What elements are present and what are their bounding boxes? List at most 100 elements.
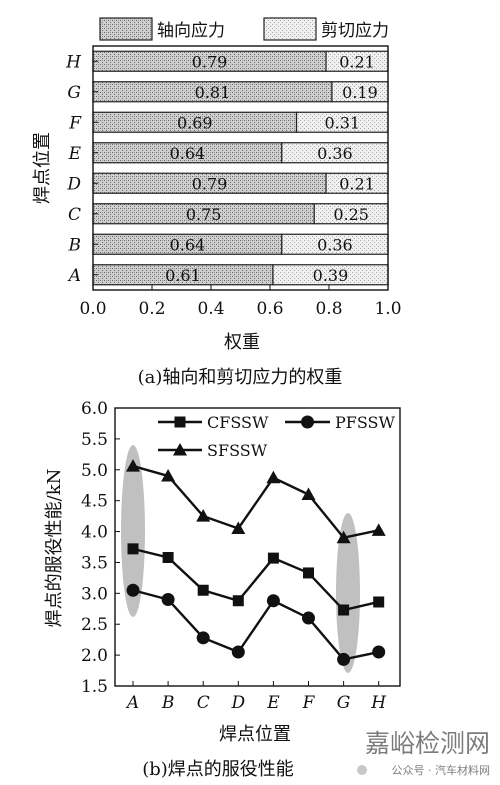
bar-value-label: 0.21 (339, 52, 375, 71)
y-tick-label: G (67, 83, 81, 103)
plot-frame (92, 45, 389, 291)
wechat-icon (357, 765, 367, 775)
x-tick-label: 1.0 (374, 299, 401, 319)
series-line-cfssw (132, 547, 379, 612)
bar-value-label: 0.36 (317, 144, 353, 163)
data-point-pfssw (126, 583, 140, 597)
highlight-ellipse-a (121, 445, 145, 617)
series-line-sfssw (132, 464, 379, 540)
bar-value-label: 0.19 (342, 83, 378, 102)
data-point-pfssw (231, 645, 245, 659)
x-tick-label: E (266, 693, 280, 713)
data-point-pfssw (372, 645, 386, 659)
stacked-bar-chart: 轴向应力 剪切应力 0.61 0.39 0.64 0.36 0.75 0.25 0.79 0.2… (32, 17, 402, 388)
y-tick-label: H (65, 52, 82, 72)
data-point-pfssw (302, 611, 315, 625)
bar-value-label: 0.39 (313, 266, 349, 285)
bar-value-label: 0.64 (170, 144, 206, 163)
data-point-sfssw (161, 468, 176, 482)
y-tick-label: 2.5 (81, 615, 108, 635)
x-tick-label: C (197, 693, 210, 713)
y-tick-label: 6.0 (81, 399, 108, 419)
legend-swatch (263, 17, 317, 41)
legend-swatch (99, 17, 153, 41)
y-tick-label: F (68, 113, 82, 133)
bar-value-label: 0.64 (170, 235, 206, 254)
bar-value-label: 0.69 (177, 113, 213, 132)
data-point-cfssw (127, 543, 139, 555)
x-tick-label: H (370, 693, 387, 713)
data-point-sfssw (266, 470, 281, 484)
data-point-pfssw (337, 652, 351, 666)
legend-marker (301, 415, 314, 429)
x-tick-label: 0.8 (315, 299, 342, 319)
data-point-pfssw (161, 593, 175, 607)
x-axis-label: 焊点位置 (219, 724, 291, 745)
legend-label: SFSSW (207, 441, 268, 460)
data-point-cfssw (162, 552, 174, 564)
x-tick-label: D (230, 693, 245, 713)
data-point-cfssw (303, 567, 314, 579)
watermark: 嘉峪检测网 公众号 · 汽车材料网 (357, 729, 490, 777)
y-tick-label: 3.5 (81, 553, 108, 573)
legend-label: CFSSW (207, 413, 269, 432)
bar-value-label: 0.21 (339, 174, 375, 193)
chart-caption: (a)轴向和剪切应力的权重 (138, 367, 343, 388)
y-tick-label: 4.5 (81, 492, 108, 512)
legend-marker (173, 443, 187, 456)
legend-marker (174, 416, 186, 428)
y-tick-label: 5.5 (81, 430, 108, 450)
data-point-pfssw (196, 631, 210, 645)
y-tick-label: C (68, 205, 81, 225)
legend-label: 剪切应力 (321, 21, 389, 41)
data-point-sfssw (336, 530, 351, 544)
series-line-pfssw (132, 589, 379, 661)
data-point-sfssw (231, 521, 246, 534)
highlight-ellipses (121, 445, 360, 673)
y-tick-label: 1.5 (81, 677, 108, 697)
plot-frame (114, 407, 401, 687)
legend-label: PFSSW (335, 413, 396, 432)
data-point-cfssw (338, 604, 350, 616)
data-point-sfssw (371, 523, 386, 536)
data-point-cfssw (267, 552, 279, 564)
bar-value-label: 0.81 (195, 83, 231, 102)
y-tick-label: E (68, 144, 82, 164)
data-point-sfssw (301, 487, 316, 500)
x-axis-ticks: 0.0 0.2 0.4 0.6 0.8 1.0 (79, 285, 402, 319)
data-point-cfssw (373, 596, 385, 608)
bar-value-label: 0.25 (333, 205, 369, 224)
x-tick-label: 0.6 (256, 299, 283, 319)
y-tick-label: 5.0 (81, 461, 108, 481)
y-axis-label: 焊点的服役性能/kN (44, 469, 65, 628)
bar-value-label: 0.79 (192, 174, 228, 193)
x-axis-label: 权重 (224, 332, 260, 353)
watermark-sub: 公众号 · 汽车材料网 (392, 763, 491, 777)
x-tick-label: 0.2 (138, 299, 165, 319)
watermark-brand: 嘉峪检测网 (365, 729, 490, 758)
bar-value-label: 0.31 (324, 113, 360, 132)
bars-layer: 0.61 0.39 0.64 0.36 0.75 0.25 0.79 0.21 0.64 0.36… (92, 50, 389, 286)
x-tick-label: G (337, 693, 351, 713)
data-point-cfssw (232, 595, 244, 607)
y-tick-label: 2.0 (81, 646, 108, 666)
x-tick-label: 0.4 (197, 299, 224, 319)
y-tick-label: 3.0 (81, 584, 108, 604)
x-tick-label: F (302, 693, 316, 713)
highlight-ellipse-g (336, 513, 360, 673)
y-tick-label: D (66, 174, 81, 194)
data-point-sfssw (126, 459, 140, 472)
legend: 轴向应力 剪切应力 (99, 17, 389, 41)
y-tick-label: 4.0 (81, 523, 108, 543)
x-tick-label: 0.0 (79, 299, 106, 319)
chart-caption: (b)焊点的服役性能 (142, 759, 294, 780)
bar-value-label: 0.36 (317, 235, 353, 254)
x-tick-label: B (161, 693, 175, 713)
y-tick-label: A (67, 266, 81, 286)
series-layer (126, 459, 386, 666)
x-tick-label: A (125, 693, 139, 713)
bar-value-label: 0.61 (165, 266, 201, 285)
